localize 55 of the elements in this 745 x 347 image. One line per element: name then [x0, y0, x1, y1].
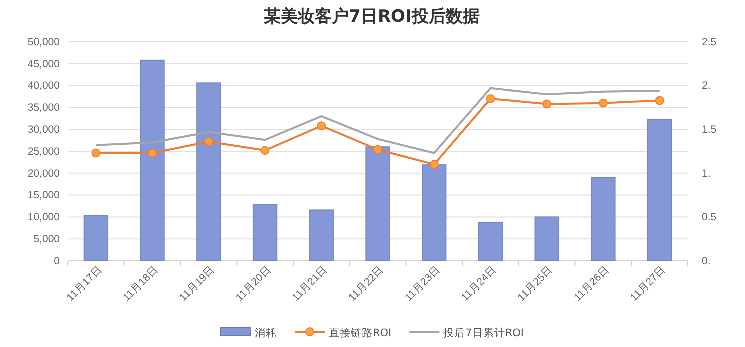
y-tick-label: 0	[54, 255, 60, 268]
bar	[647, 119, 672, 262]
y-tick-label: 25,000	[28, 146, 60, 158]
x-tick-label: 11月19日	[177, 264, 218, 304]
chart-title: 某美妆客户7日ROI投后数据	[263, 7, 480, 27]
point	[92, 148, 101, 158]
x-tick-label: 11月20日	[234, 264, 274, 304]
point	[260, 146, 270, 156]
y-tick-label: 40,000	[28, 80, 60, 92]
bar	[478, 222, 504, 262]
x-tick-label: 11月27日	[628, 264, 668, 304]
y-tick-label: 35,000	[28, 102, 60, 114]
x-tick-label: 11月25日	[516, 264, 556, 304]
point	[148, 148, 158, 158]
legend-label: 投后7日累计ROI	[442, 326, 524, 340]
x-tick-label: 11月24日	[459, 264, 500, 304]
y2-tick-label: 0.5	[702, 212, 717, 224]
y2-tick-label: 2.5	[702, 36, 717, 48]
point	[204, 137, 214, 146]
bar	[196, 82, 222, 262]
bar	[84, 215, 109, 262]
point	[542, 100, 552, 109]
y-tick-label: 50,000	[28, 36, 60, 48]
bar	[591, 177, 616, 262]
legend-label: 直接链路ROI	[328, 326, 392, 340]
point	[374, 145, 382, 154]
line-series	[95, 87, 661, 154]
y-tick-label: 15,000	[28, 190, 60, 202]
y-tick-label: 45,000	[28, 58, 60, 70]
legend-label: 消耗	[254, 326, 277, 340]
point	[317, 122, 326, 131]
bar	[534, 216, 560, 262]
y-tick-label: 5,000	[34, 233, 60, 246]
y-tick-label: 10,000	[28, 212, 60, 224]
y-tick-label: 20,000	[28, 168, 60, 180]
bar	[252, 204, 278, 262]
y-tick-label: 30,000	[28, 124, 60, 136]
bar	[140, 60, 165, 262]
bar	[309, 210, 334, 262]
bar	[422, 164, 447, 262]
x-tick-label: 11月26日	[572, 264, 612, 304]
y2-tick-label: 0.	[702, 255, 711, 268]
x-tick-label: 11月23日	[402, 264, 443, 304]
point	[430, 160, 439, 170]
x-tick-label: 11月18日	[121, 264, 162, 304]
x-tick-label: 11月21日	[290, 264, 330, 304]
x-tick-label: 11月17日	[64, 264, 105, 304]
x-tick-label: 11月22日	[346, 264, 387, 304]
y2-tick-label: 1.5	[702, 124, 717, 136]
point	[486, 94, 496, 104]
point	[598, 98, 608, 108]
point	[655, 96, 664, 106]
y2-tick-label: 2.	[702, 80, 711, 92]
bar	[366, 146, 390, 262]
y2-tick-label: 1.	[702, 168, 711, 180]
